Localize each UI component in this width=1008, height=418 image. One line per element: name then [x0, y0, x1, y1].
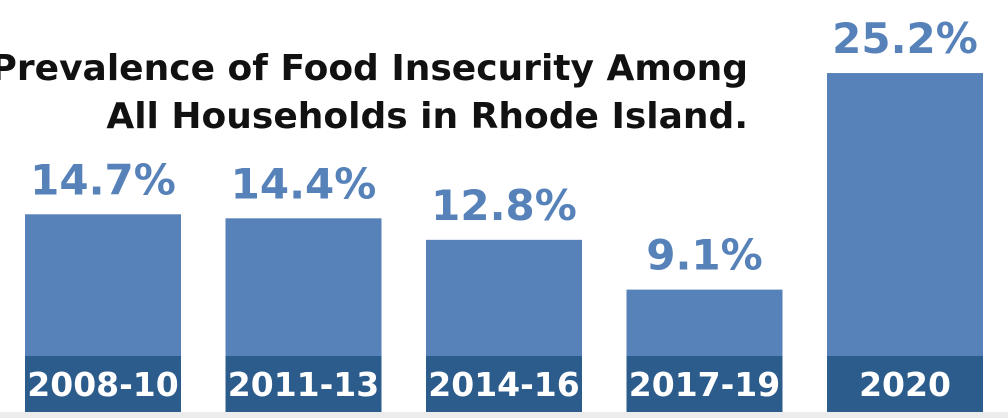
chart-title-line-1: Prevalence of Food Insecurity Among	[0, 48, 748, 89]
category-label-2014-16: 2014-16	[428, 365, 579, 404]
bar-2020	[827, 73, 983, 412]
bar-base-band-2008-10	[25, 356, 181, 412]
category-label-2008-10: 2008-10	[27, 365, 178, 404]
category-labels-group: 2008-10 2011-13 2014-16 2017-19 2020	[27, 365, 951, 404]
value-label-2008-10: 14.7%	[30, 155, 176, 204]
bar-base-band-2017-19	[626, 356, 783, 412]
bar-base-band-2011-13	[225, 356, 382, 412]
bar-base-band-2014-16	[426, 356, 582, 412]
bars-group	[25, 73, 983, 412]
value-label-2011-13: 14.4%	[231, 159, 377, 208]
floor-strip	[0, 412, 1008, 418]
category-label-2011-13: 2011-13	[228, 365, 379, 404]
value-label-2017-19: 9.1%	[646, 231, 762, 280]
value-label-2020: 25.2%	[832, 14, 978, 63]
category-label-2020: 2020	[859, 365, 951, 404]
chart-title-line-2: All Households in Rhode Island.	[106, 96, 748, 137]
bar-base-band-2020	[827, 356, 983, 412]
category-label-2017-19: 2017-19	[629, 365, 780, 404]
value-label-2014-16: 12.8%	[431, 181, 577, 230]
value-labels-group: 14.7% 14.4% 12.8% 9.1% 25.2%	[30, 14, 978, 280]
